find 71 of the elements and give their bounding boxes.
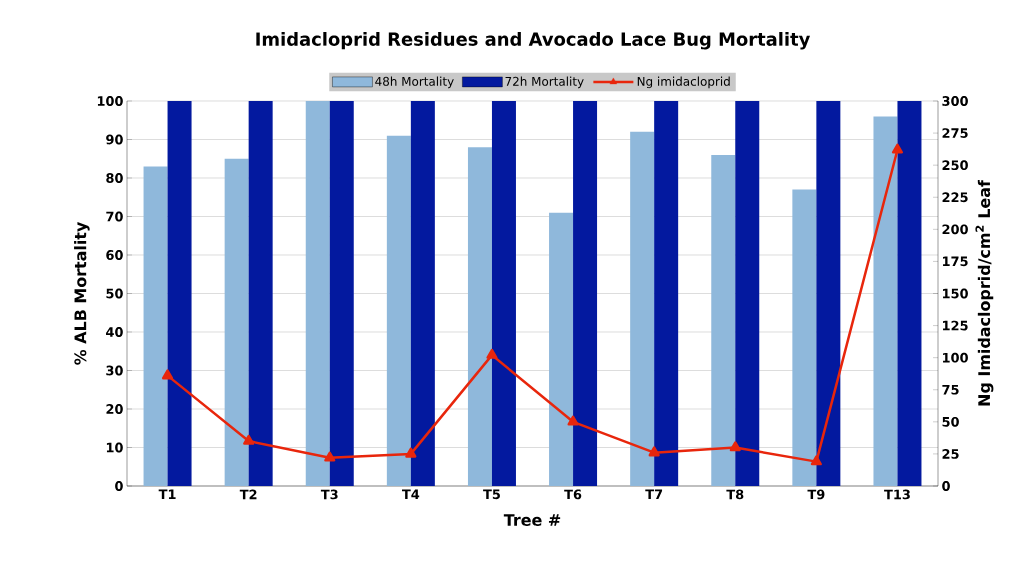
chart-title: Imidacloprid Residues and Avocado Lace Bug Mortality	[256, 32, 811, 50]
legend-label: 48h Mortality	[375, 76, 454, 89]
y2-tick-label: 75	[942, 384, 959, 395]
y2-tick-label: 200	[942, 224, 968, 235]
y-tick-label: 90	[106, 134, 123, 145]
y2-tick-label: 300	[942, 96, 968, 106]
x-tick-label: T1	[158, 489, 176, 499]
x-tick-label: T4	[401, 489, 420, 499]
y-tick-label: 20	[106, 404, 123, 414]
y2-tick-label: 275	[942, 128, 968, 138]
bar	[167, 101, 192, 486]
y2-tick-label: 125	[943, 320, 968, 331]
point	[891, 143, 904, 154]
x-tick-label: T8	[726, 489, 744, 500]
y-tick-label: 100	[97, 96, 123, 106]
y-tick-label: 80	[106, 173, 123, 183]
y-axis-title: % ALB Mortality	[74, 221, 90, 365]
y-tick-label: 0	[115, 481, 123, 491]
bar	[711, 154, 736, 486]
point	[567, 415, 579, 426]
bar	[305, 101, 330, 486]
y2-tick-label: 50	[942, 416, 959, 427]
point	[810, 455, 822, 466]
y2-tick-label: 225	[942, 192, 968, 203]
bar	[573, 101, 598, 486]
bar	[248, 101, 273, 486]
x-tick-label: T2	[239, 489, 257, 500]
x-tick-label: T7	[645, 489, 663, 499]
bar	[549, 212, 574, 486]
point	[405, 447, 417, 458]
bar	[143, 166, 168, 486]
y2-tick-label: 25	[942, 449, 959, 459]
y2-tick-label: 100	[943, 352, 968, 363]
x-tick-label: T13	[884, 489, 910, 500]
x-tick-label: T9	[807, 489, 825, 500]
bar	[467, 147, 492, 486]
bar	[792, 189, 817, 486]
y-tick-label: 50	[106, 288, 123, 299]
y2-tick-label: 175	[943, 256, 968, 267]
point	[161, 369, 174, 380]
bar	[329, 101, 354, 486]
y-tick-label: 70	[106, 211, 123, 222]
point	[324, 451, 336, 462]
bar	[816, 101, 841, 486]
bar	[630, 131, 655, 486]
y2-axis-title: Ng Imidacloprid/cm$^{2}$ Leaf	[975, 179, 994, 406]
bar	[410, 101, 435, 486]
x-tick-label: T6	[564, 489, 582, 500]
x-axis-title: Tree #	[503, 514, 561, 526]
point	[486, 348, 498, 359]
point	[648, 446, 660, 457]
bar	[735, 101, 760, 486]
point	[729, 441, 741, 452]
legend-label: Ng imidacloprid	[637, 76, 730, 89]
legend-label: 72h Mortality	[505, 76, 584, 89]
y2-tick-label: 250	[942, 160, 968, 171]
y2-tick-label: 0	[942, 481, 950, 491]
bar	[386, 135, 411, 486]
bar	[654, 101, 679, 486]
y-tick-label: 10	[106, 442, 123, 453]
y-tick-label: 60	[106, 250, 123, 260]
bar	[491, 101, 516, 486]
x-tick-label: T3	[320, 489, 338, 500]
point	[243, 434, 255, 445]
bar	[897, 101, 922, 486]
bar	[224, 158, 249, 486]
x-tick-label: T5	[483, 489, 500, 500]
bar	[873, 116, 898, 486]
y-tick-label: 40	[106, 327, 123, 337]
y2-tick-label: 150	[943, 288, 968, 299]
y-tick-label: 30	[106, 365, 123, 376]
